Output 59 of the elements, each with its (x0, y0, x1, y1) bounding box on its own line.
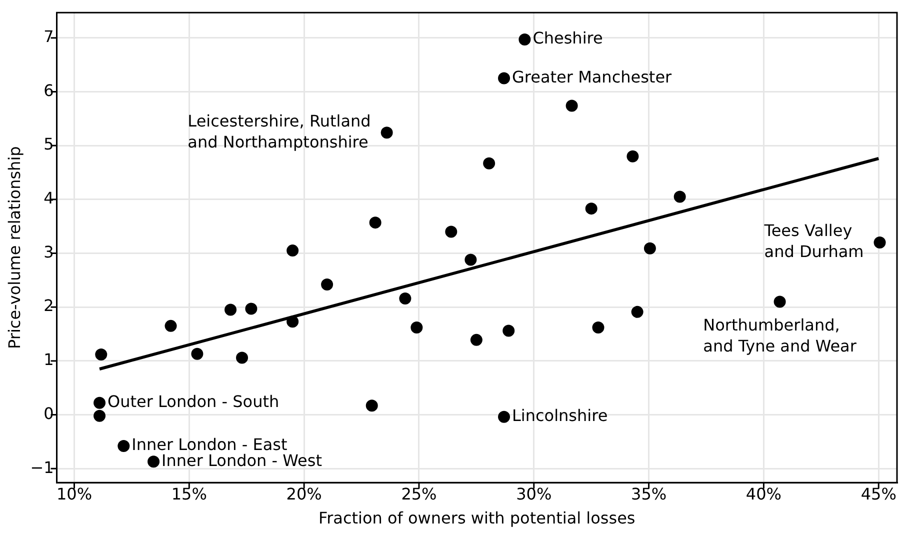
annotation: Lincolnshire (512, 406, 608, 426)
point (286, 316, 299, 328)
point (191, 348, 204, 360)
point (774, 296, 786, 308)
annotation: Leicestershire, Rutland and Northamptonshire (188, 111, 371, 152)
y-tick-label: 2 (44, 296, 54, 316)
point (399, 292, 412, 304)
point (502, 324, 515, 337)
point (321, 278, 334, 290)
point (94, 396, 106, 409)
x-tick-label: 25% (401, 484, 437, 504)
point (464, 254, 477, 266)
y-tick-label: 7 (44, 27, 54, 46)
y-axis-title: Price-volume relationship (4, 146, 24, 349)
y-tick-label: 1 (44, 350, 54, 370)
x-tick-label: 35% (631, 484, 667, 504)
annotation: Cheshire (532, 28, 603, 48)
y-tick-label: 0 (44, 404, 54, 423)
x-axis-title: Fraction of owners with potential losses (318, 508, 636, 528)
y-tick-label: −1 (30, 458, 54, 477)
point (483, 157, 496, 170)
x-tick-label: 10% (56, 484, 92, 504)
point (94, 410, 106, 422)
annotation: Northumberland, and Tyne and Wear (703, 315, 857, 356)
x-tick-label: 15% (171, 484, 207, 504)
point (366, 400, 378, 412)
y-tick-label: 4 (44, 188, 54, 208)
point (118, 440, 130, 452)
point (164, 320, 177, 332)
y-tick-label: 5 (44, 134, 54, 154)
x-tick-label: 20% (286, 484, 322, 504)
point (518, 34, 531, 46)
point (236, 352, 248, 364)
point (585, 202, 598, 215)
point (644, 242, 656, 254)
point (874, 236, 886, 248)
annotation: Tees Valley and Durham (763, 221, 864, 262)
point (498, 72, 510, 84)
point (631, 306, 644, 318)
point (224, 304, 237, 316)
x-tick-label: 40% (746, 484, 782, 504)
point (369, 216, 382, 229)
x-tick-label: 45% (860, 484, 896, 504)
annotation: Greater Manchester (512, 67, 672, 86)
annotation: Outer London - South (108, 392, 280, 412)
point (245, 302, 258, 315)
point (470, 334, 482, 346)
point (626, 150, 639, 162)
point (592, 322, 604, 334)
point (286, 244, 299, 257)
point (566, 100, 578, 112)
point (674, 190, 686, 203)
point (380, 126, 393, 139)
point (498, 410, 510, 423)
point (148, 456, 160, 468)
point (410, 322, 423, 334)
point (445, 226, 458, 238)
x-tick-label: 30% (516, 484, 552, 504)
point (95, 348, 108, 360)
